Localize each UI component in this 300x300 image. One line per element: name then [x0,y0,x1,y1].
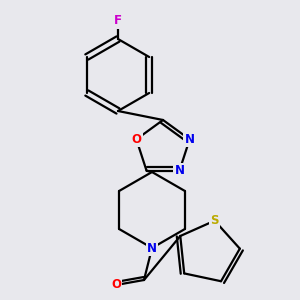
Text: S: S [210,214,219,227]
Text: N: N [147,242,157,254]
Text: O: O [111,278,121,292]
Text: N: N [184,133,195,146]
Text: O: O [131,133,141,146]
Text: N: N [175,164,184,177]
Text: F: F [114,14,122,28]
